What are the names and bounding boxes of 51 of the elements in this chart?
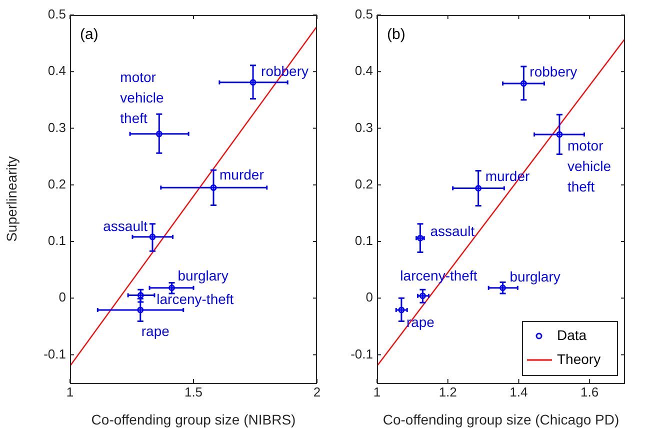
point [210, 184, 217, 191]
point [156, 130, 162, 138]
x-tick-label: 1 [66, 384, 74, 400]
y-tick-label: 0.1 [48, 233, 66, 248]
y-axis-title: Superlinearity [3, 156, 20, 242]
annotation: burglary [510, 268, 560, 285]
point [556, 131, 563, 138]
annotation: (a) [80, 26, 98, 44]
y-tick-label: 0 [58, 290, 66, 305]
y-tick-label: 0.2 [48, 176, 66, 192]
point [500, 284, 506, 292]
point [250, 79, 256, 86]
y-tick-label: 0.5 [354, 6, 373, 22]
y-tick-label: -0.1 [350, 346, 373, 362]
point [520, 80, 527, 87]
y-tick-label: 0.5 [48, 6, 66, 22]
x-tick-label: 1 [373, 384, 381, 400]
annotation: motor vehicle theft [567, 137, 612, 194]
annotation: burglary [178, 268, 228, 284]
x-tick-label: 2 [313, 384, 321, 400]
point [168, 284, 176, 292]
y-tick-label: 0.4 [48, 63, 66, 78]
annotation: assault [103, 218, 148, 234]
y-tick-label: 0.3 [354, 120, 373, 135]
legend-label: Theory [557, 350, 601, 367]
annotation: robbery [530, 63, 578, 80]
x-tick-label: 1.2 [438, 384, 457, 400]
y-tick-label: 0.2 [354, 176, 373, 192]
y-tick-label: 0.3 [48, 120, 66, 135]
x-axis-title: Co-offending group size (NIBRS) [91, 411, 296, 428]
x-axis-title: Co-offending group size (Chicago PD) [382, 411, 620, 428]
y-tick-label: 0 [366, 290, 373, 305]
annotation: assault [430, 222, 475, 239]
x-tick-label: 1.6 [580, 384, 599, 400]
x-tick-label: 1.4 [510, 384, 528, 400]
y-tick-label: 0.1 [354, 233, 373, 248]
annotation: larceny-theft [156, 291, 234, 308]
point [137, 306, 144, 314]
legend-label: Data [557, 326, 587, 343]
x-tick-label: 1.5 [184, 384, 203, 400]
point [149, 234, 156, 240]
point [475, 184, 482, 192]
point [137, 292, 144, 298]
point [419, 292, 426, 300]
annotation: (b) [387, 26, 406, 44]
annotation: murder [220, 166, 264, 183]
point [398, 306, 405, 314]
annotation: motor vehicle theft [120, 68, 164, 126]
annotation: rape [141, 322, 170, 339]
y-tick-label: -0.1 [44, 346, 66, 362]
y-tick-label: 0.4 [354, 63, 373, 78]
